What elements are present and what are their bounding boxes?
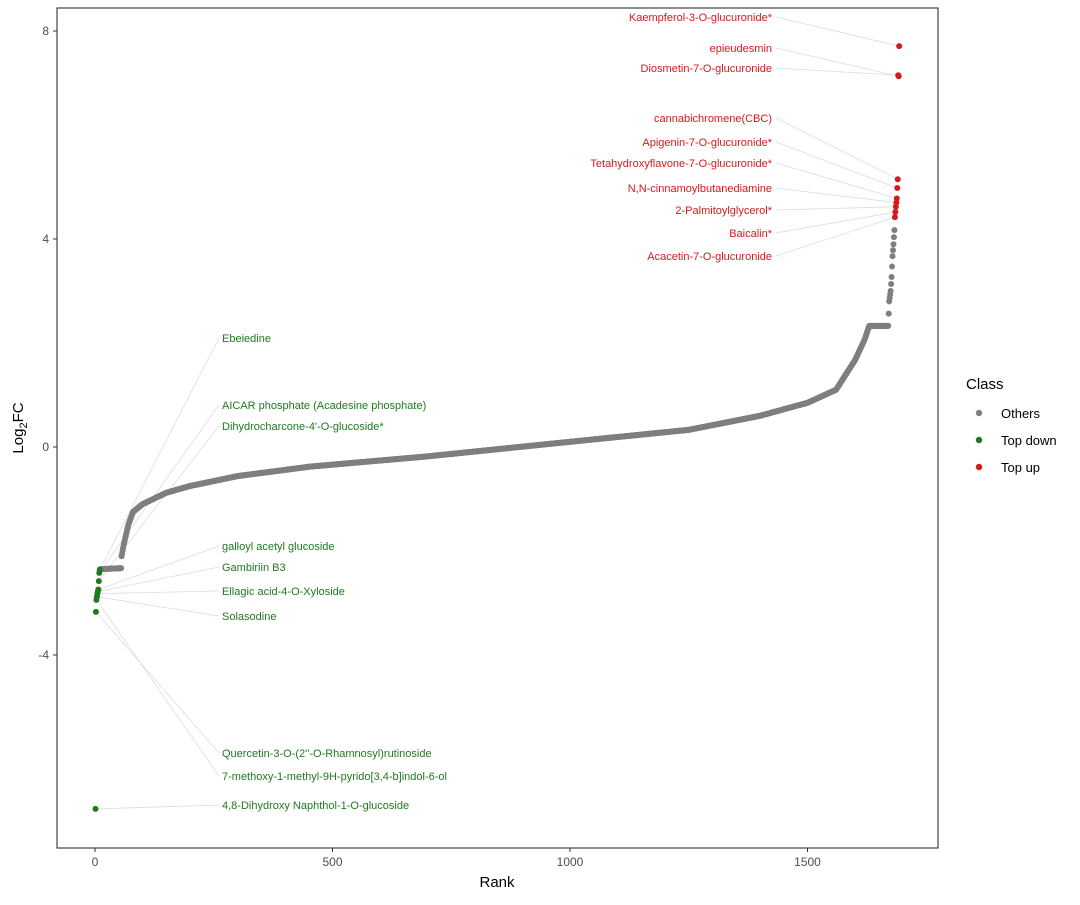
legend-label-top-down: Top down <box>1001 433 1057 448</box>
point-top-up <box>891 214 898 221</box>
legend-key-top-down <box>975 436 983 444</box>
point-others <box>885 322 892 329</box>
point-top-down <box>92 608 99 615</box>
label-top-down: Solasodine <box>222 611 276 623</box>
point-top-up <box>892 203 899 210</box>
leader-line <box>775 187 897 203</box>
leader-line <box>775 141 898 189</box>
leader-line <box>775 216 896 257</box>
point-others <box>887 288 894 294</box>
leader-line <box>775 67 899 76</box>
x-tick-label: 0 <box>92 855 99 869</box>
label-top-up: epieudesmin <box>710 43 772 55</box>
label-top-down: Ebeiedine <box>222 333 271 345</box>
leader-line <box>97 590 220 595</box>
label-top-down: AICAR phosphate (Acadesine phosphate) <box>222 400 426 412</box>
y-axis-title-tail: FC <box>10 402 27 422</box>
leader-line <box>98 545 220 590</box>
leader-line <box>95 804 220 810</box>
x-tick-label: 1000 <box>557 855 584 869</box>
point-top-down <box>96 569 103 576</box>
point-others <box>888 280 895 287</box>
label-top-up: 2-Palmitoylglycerol* <box>675 205 772 217</box>
point-top-up <box>894 176 901 183</box>
point-top-down <box>95 578 102 585</box>
label-top-down: Gambiriin B3 <box>222 562 286 574</box>
leader-line <box>97 566 220 592</box>
legend-title: Class <box>966 376 1004 393</box>
point-others <box>891 227 898 234</box>
legend-key-top-up <box>975 463 983 471</box>
label-top-down: Dihydrocharcone-4'-O-glucoside* <box>222 421 384 433</box>
label-top-down: 7-methoxy-1-methyl-9H-pyrido[3,4-b]indol… <box>222 771 447 783</box>
point-top-up <box>894 185 901 192</box>
leader-line <box>775 47 899 77</box>
leader-line <box>775 16 900 47</box>
label-top-down: Ellagic acid-4-O-Xyloside <box>222 586 345 598</box>
point-others <box>890 234 897 241</box>
point-top-up <box>892 208 899 215</box>
leader-line <box>95 611 220 754</box>
label-top-up: cannabichromene(CBC) <box>654 113 772 125</box>
leader-line <box>775 206 896 211</box>
leader-line <box>99 337 220 570</box>
point-others <box>890 247 896 254</box>
label-top-down: galloyl acetyl glucoside <box>222 541 335 553</box>
y-tick-label: -4 <box>38 648 49 662</box>
leader-line <box>98 404 220 574</box>
y-tick-label: 8 <box>42 24 49 38</box>
leader-line <box>96 599 220 777</box>
plot-panel <box>56 7 939 849</box>
label-top-up: Diosmetin-7-O-glucuronide <box>641 63 772 75</box>
point-others <box>889 253 896 260</box>
label-top-up: Baicalin* <box>729 228 773 240</box>
legend-label-top-up: Top up <box>1001 460 1040 475</box>
point-top-down <box>92 805 99 812</box>
label-top-up: Tetahydroxyflavone-7-O-glucuronide* <box>590 158 772 170</box>
x-axis-title: Rank <box>479 874 515 891</box>
y-axis-title-sub: 2 <box>18 422 30 428</box>
label-top-up: Apigenin-7-O-glucuronide* <box>642 137 772 149</box>
point-top-up <box>895 72 902 79</box>
label-top-up: Acacetin-7-O-glucuronide <box>647 251 772 263</box>
legend-label-others: Others <box>1001 406 1041 421</box>
y-axis-title: Log2FC <box>10 402 30 453</box>
leader-line <box>775 117 898 180</box>
point-others <box>889 263 896 270</box>
point-top-up <box>896 43 903 50</box>
label-top-down: 4,8-Dihydroxy Naphthol-1-O-glucoside <box>222 800 409 812</box>
legend: Class Others Top down Top up <box>966 376 1057 475</box>
x-tick-label: 1500 <box>794 855 821 869</box>
y-axis-title-main: Log <box>10 429 27 454</box>
point-others <box>890 241 897 248</box>
point-others <box>888 273 895 280</box>
point-others <box>885 310 892 317</box>
y-tick-label: 4 <box>42 232 49 246</box>
x-tick-label: 500 <box>322 855 342 869</box>
leader-line <box>775 211 896 234</box>
leader-line <box>775 162 897 199</box>
legend-key-others <box>975 409 983 417</box>
label-top-down: Quercetin-3-O-(2''-O-Rhamnosyl)rutinosid… <box>222 748 432 760</box>
y-tick-label: 0 <box>42 440 49 454</box>
point-top-down <box>93 596 100 603</box>
leader-line <box>96 596 220 617</box>
label-top-up: Kaempferol-3-O-glucuronide* <box>629 12 773 24</box>
point-others <box>118 565 125 572</box>
label-top-up: N,N-cinnamoylbutanediamine <box>628 183 772 195</box>
